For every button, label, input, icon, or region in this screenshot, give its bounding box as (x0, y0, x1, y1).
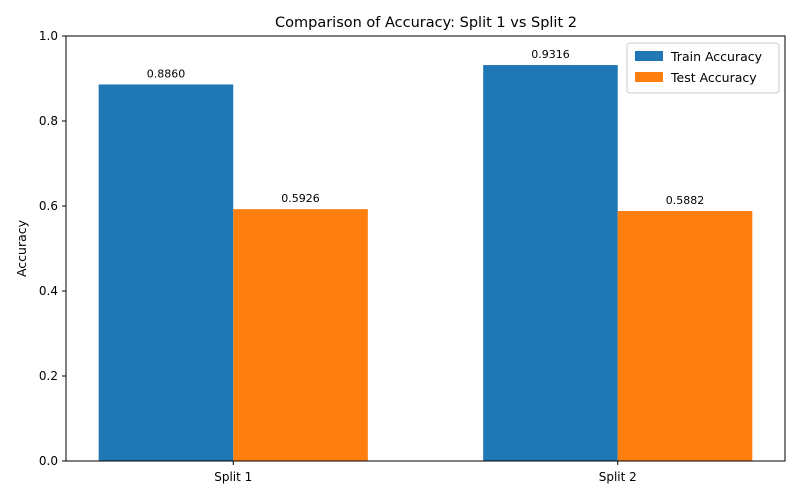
y-axis-label: Accuracy (14, 219, 29, 277)
legend-swatch-train (635, 51, 663, 61)
bar-train-1 (98, 84, 234, 461)
bar-value-label: 0.5882 (666, 194, 705, 207)
y-tick-label: 0.0 (39, 454, 58, 468)
chart-title: Comparison of Accuracy: Split 1 vs Split… (275, 15, 577, 31)
x-axis-ticks: Split 1 Split 2 (214, 461, 637, 484)
legend-label: Test Accuracy (670, 70, 757, 85)
y-tick-label: 1.0 (39, 29, 58, 43)
legend-label: Train Accuracy (670, 49, 763, 64)
y-tick-label: 0.6 (39, 199, 58, 213)
bar-value-label: 0.5926 (281, 192, 320, 205)
y-tick-label: 0.4 (39, 284, 58, 298)
bar-value-label: 0.8860 (147, 67, 186, 80)
bar-test-1 (233, 209, 368, 461)
y-tick-label: 0.2 (39, 369, 58, 383)
bar-test-2 (617, 211, 753, 461)
x-tick-label: Split 2 (599, 470, 637, 484)
y-axis-ticks: 0.0 0.2 0.4 0.6 0.8 1.0 (39, 29, 66, 468)
data-labels-group: 0.8860 0.9316 0.5926 0.5882 (147, 48, 705, 207)
legend-swatch-test (635, 72, 663, 82)
bar-train-2 (483, 65, 618, 461)
x-tick-label: Split 1 (214, 470, 252, 484)
legend-box (626, 42, 780, 94)
legend: Train Accuracy Test Accuracy (626, 42, 780, 94)
bars-group (98, 65, 753, 461)
plot-area-frame (65, 35, 786, 462)
bar-value-label: 0.9316 (531, 48, 570, 61)
y-tick-label: 0.8 (39, 114, 58, 128)
